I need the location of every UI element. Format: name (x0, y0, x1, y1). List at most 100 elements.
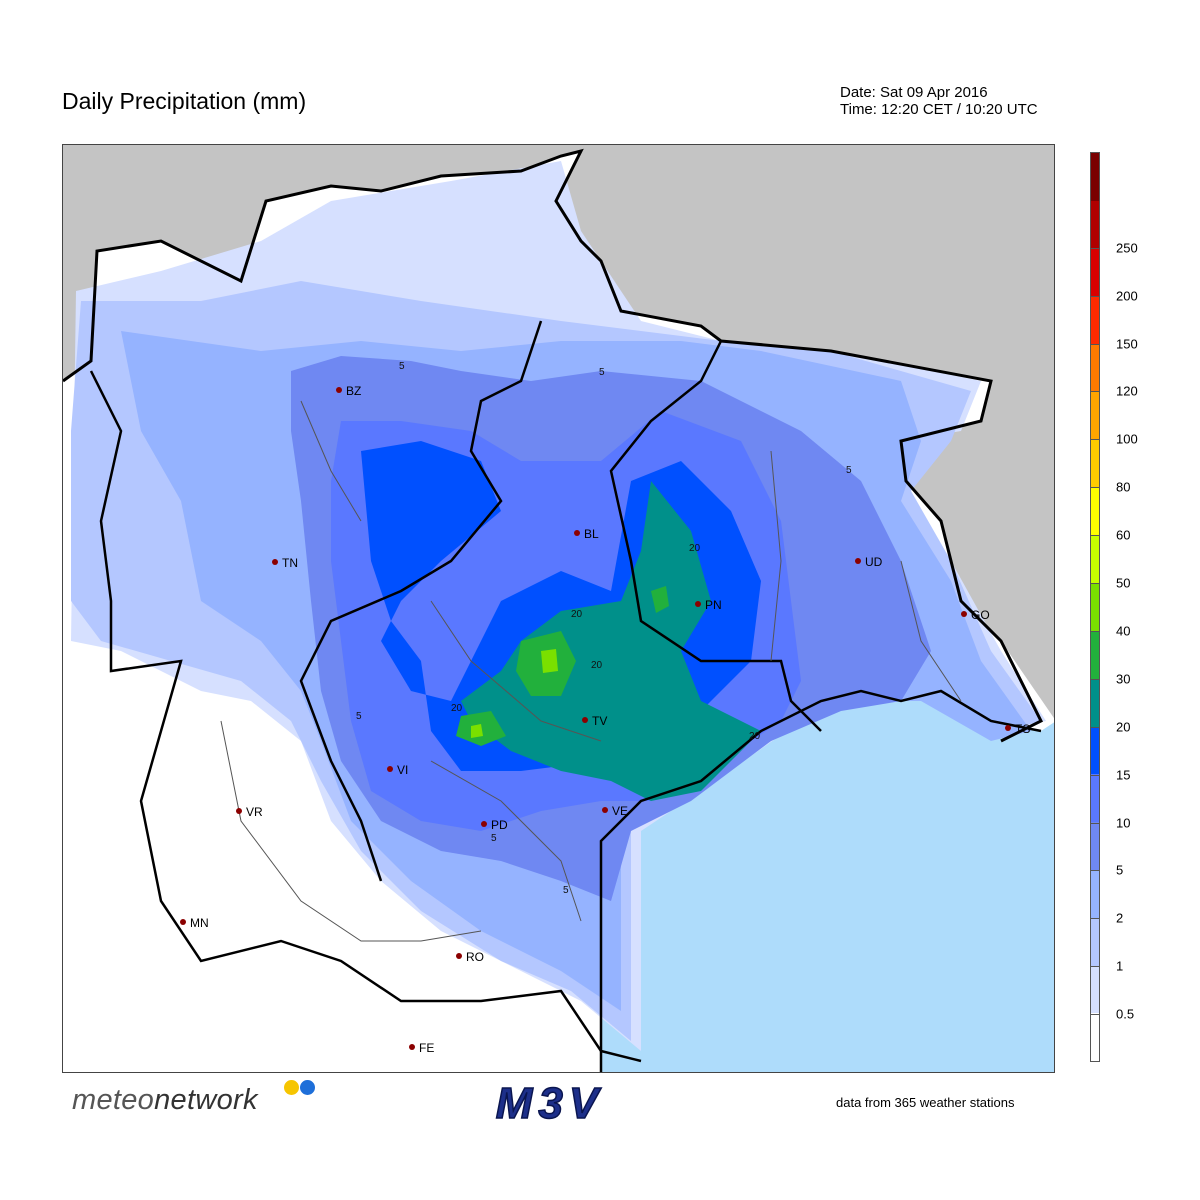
colorbar-label: 5 (1116, 862, 1124, 878)
rain-band-30 (456, 586, 669, 746)
logo-dot-yellow (284, 1080, 299, 1095)
colorbar-segment (1091, 630, 1099, 679)
colorbar-tick (1090, 295, 1100, 297)
colorbar-label: 150 (1116, 336, 1138, 352)
city-fe[interactable]: FE (409, 1041, 434, 1055)
colorbar-segment (1091, 583, 1099, 631)
colorbar-tick (1090, 822, 1100, 824)
city-label: TN (282, 556, 298, 570)
colorbar-tick (1090, 391, 1100, 393)
colorbar-tick (1090, 630, 1100, 632)
colorbar-segment (1091, 822, 1099, 870)
city-mn[interactable]: MN (180, 916, 209, 930)
contour-label: 5 (599, 367, 605, 378)
colorbar-tick (1090, 535, 1100, 537)
regional-border (89, 370, 642, 1063)
city-bl[interactable]: BL (574, 527, 599, 541)
regional-border-fvg (609, 340, 822, 732)
logo-suffix: network (154, 1084, 258, 1116)
colorbar-label: 1 (1116, 958, 1124, 974)
meteonetwork-logo: meteonetwork (72, 1084, 258, 1117)
rain-band-20 (461, 481, 761, 801)
city-label: VI (397, 763, 408, 777)
colorbar-segment (1091, 965, 1099, 1014)
national-border (63, 148, 1044, 743)
colorbar-segment (1091, 774, 1099, 823)
contour-label: 20 (749, 731, 761, 742)
colorbar-label: 200 (1116, 288, 1138, 304)
city-label: RO (466, 950, 484, 964)
colorbar-segment (1091, 153, 1099, 201)
colorbar-label: 30 (1116, 671, 1131, 687)
city-bz[interactable]: BZ (336, 384, 361, 398)
city-ro[interactable]: RO (456, 950, 484, 964)
map-title: Daily Precipitation (mm) (62, 88, 307, 114)
colorbar-segment (1091, 391, 1099, 440)
colorbar-label: 15 (1116, 767, 1131, 783)
city-pd[interactable]: PD (481, 818, 508, 832)
city-ve[interactable]: VE (602, 804, 628, 818)
colorbar-label: 80 (1116, 479, 1131, 495)
city-ts[interactable]: TS (1005, 722, 1030, 736)
colorbar-segment (1091, 487, 1099, 536)
colorbar-tick (1090, 583, 1100, 585)
city-label: PD (491, 818, 508, 832)
city-label: UD (865, 555, 883, 569)
city-vi[interactable]: VI (387, 763, 408, 777)
colorbar-segment (1091, 869, 1099, 918)
colorbar-segment (1091, 296, 1099, 345)
date-time-block: Date: Sat 09 Apr 2016 Time: 12:20 CET / … (840, 84, 1038, 118)
rain-band-40 (471, 649, 558, 738)
m3v-logo-text: M3V (496, 1080, 604, 1126)
city-label: GO (971, 608, 990, 622)
logo-dot-blue (300, 1080, 315, 1095)
colorbar-tick (1090, 678, 1100, 680)
colorbar-label: 60 (1116, 527, 1131, 543)
colorbar-label: 50 (1116, 575, 1131, 591)
contour-label: 20 (591, 660, 603, 671)
city-go[interactable]: GO (961, 608, 990, 622)
province-boundaries (220, 400, 962, 942)
colorbar-tick (1090, 966, 1100, 968)
city-markers: BZ TN BL UD PN GO TV TS VI VE VR PD MN R… (180, 384, 1030, 1055)
colorbar-tick (1090, 726, 1100, 728)
colorbar-segment (1091, 1013, 1099, 1062)
colorbar-tick (1090, 1014, 1100, 1016)
colorbar-label: 100 (1116, 431, 1138, 447)
colorbar-segment (1091, 344, 1099, 392)
colorbar-segment (1091, 200, 1099, 249)
colorbar-segment (1091, 726, 1099, 775)
contour-label: 5 (563, 885, 569, 896)
city-label: BZ (346, 384, 361, 398)
contour-label: 5 (491, 833, 497, 844)
city-tn[interactable]: TN (272, 556, 298, 570)
colorbar-tick (1090, 870, 1100, 872)
colorbar-label: 10 (1116, 815, 1131, 831)
colorbar-tick (1090, 247, 1100, 249)
city-label: FE (419, 1041, 434, 1055)
city-ud[interactable]: UD (855, 555, 883, 569)
city-pn[interactable]: PN (695, 598, 722, 612)
colorbar-tick (1090, 918, 1100, 920)
city-label: PN (705, 598, 722, 612)
colorbar-segment (1091, 678, 1099, 727)
city-vr[interactable]: VR (236, 805, 263, 819)
precipitation-colorbar (1090, 152, 1100, 1062)
colorbar-tick (1090, 487, 1100, 489)
city-label: BL (584, 527, 599, 541)
colorbar-segment (1091, 248, 1099, 297)
coastline (599, 689, 1042, 1072)
city-tv[interactable]: TV (582, 714, 607, 728)
colorbar-label: 250 (1116, 240, 1138, 256)
date-line: Date: Sat 09 Apr 2016 (840, 84, 988, 101)
logo-prefix: meteo (72, 1084, 155, 1116)
colorbar-segment (1091, 439, 1099, 488)
contour-label: 5 (356, 711, 362, 722)
precipitation-map[interactable]: 5 5 5 5 5 5 20 20 20 20 20 BZ TN BL UD P… (62, 144, 1055, 1073)
colorbar-tick (1090, 774, 1100, 776)
contour-label: 20 (571, 609, 583, 620)
colorbar-label: 40 (1116, 623, 1131, 639)
city-label: VE (612, 804, 628, 818)
m3v-logo: M3V (495, 1080, 604, 1126)
colorbar-tick (1090, 343, 1100, 345)
